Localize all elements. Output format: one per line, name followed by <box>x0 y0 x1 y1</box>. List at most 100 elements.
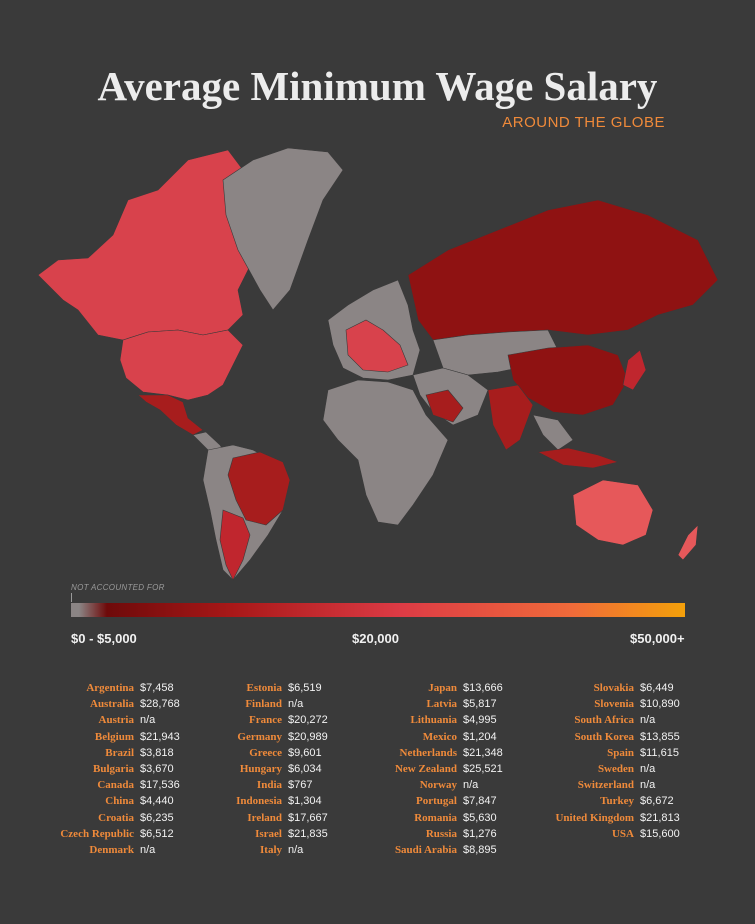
wage-value: $20,989 <box>288 730 328 743</box>
wage-row: Austria n/a <box>30 712 180 728</box>
wage-country: South Korea <box>574 730 634 743</box>
wage-value: n/a <box>288 843 304 856</box>
wage-row: Hungary $6,034 <box>200 761 328 777</box>
wage-value: $28,768 <box>140 698 180 711</box>
page-subtitle: AROUND THE GLOBE <box>502 114 665 131</box>
wage-value: $7,458 <box>140 682 174 694</box>
legend-label-mid: $20,000 <box>352 631 399 646</box>
wage-country: Bulgaria <box>93 762 134 775</box>
wage-value: n/a <box>140 843 156 856</box>
map-western-europe <box>345 319 409 373</box>
wage-country: Germany <box>237 730 282 743</box>
wage-row: China $4,440 <box>30 793 180 809</box>
wage-country: India <box>256 779 282 792</box>
wage-country: Slovakia <box>593 682 634 694</box>
wage-value: $3,670 <box>140 762 174 775</box>
wage-value: $3,818 <box>140 746 174 759</box>
wage-row: Russia $1,276 <box>356 826 503 842</box>
map-greenland <box>222 147 344 311</box>
wage-row: France $20,272 <box>200 712 328 728</box>
wage-value: $21,835 <box>288 827 328 840</box>
wage-row: Argentina $7,458 <box>30 680 180 696</box>
wage-value: $25,521 <box>463 762 503 775</box>
wage-country: Finland <box>245 698 282 711</box>
wage-value: $6,672 <box>640 795 674 808</box>
wage-country: Canada <box>97 779 134 792</box>
wage-value: $13,666 <box>463 682 503 694</box>
wage-country: Netherlands <box>399 746 457 759</box>
wage-value: $21,943 <box>140 730 180 743</box>
map-usa <box>119 329 244 401</box>
wage-value: n/a <box>463 779 479 792</box>
wage-value: $21,348 <box>463 746 503 759</box>
legend-note: NOT ACCOUNTED FOR <box>71 583 165 592</box>
wage-country: Austria <box>98 714 134 727</box>
wage-row: Canada $17,536 <box>30 777 180 793</box>
wage-country: Romania <box>414 811 457 824</box>
wage-country: Turkey <box>600 795 634 808</box>
wage-row: Estonia $6,519 <box>200 680 328 696</box>
wage-row: Mexico $1,204 <box>356 729 503 745</box>
map-russia <box>407 199 719 341</box>
wage-value: $1,204 <box>463 730 497 743</box>
wage-value: $9,601 <box>288 746 322 759</box>
wage-column-1: Argentina $7,458 Australia $28,768 Austria n/… <box>30 680 180 858</box>
wage-country: Spain <box>607 746 634 759</box>
wage-value: $21,813 <box>640 811 680 824</box>
wage-value: $15,600 <box>640 827 680 840</box>
wage-value: $6,519 <box>288 682 322 694</box>
wage-country: Sweden <box>597 762 634 775</box>
wage-row: Sweden n/a <box>520 761 680 777</box>
wage-country: Indonesia <box>236 795 282 808</box>
wage-country: Japan <box>428 682 457 694</box>
map-argentina <box>219 509 251 581</box>
wage-row: Switzerland n/a <box>520 777 680 793</box>
wage-row: Ireland $17,667 <box>200 810 327 826</box>
map-brazil <box>227 451 291 526</box>
wage-row: Saudi Arabia $8,895 <box>356 842 503 858</box>
wage-row: India $767 <box>200 777 328 793</box>
wage-country: New Zealand <box>394 762 457 775</box>
map-mexico <box>137 394 204 436</box>
wage-country: South Africa <box>574 714 634 727</box>
wage-value: n/a <box>640 779 656 792</box>
wage-row: Australia $28,768 <box>30 696 180 712</box>
map-indonesia <box>537 447 620 469</box>
wage-country: Lithuania <box>410 714 457 727</box>
wage-country: Australia <box>90 698 134 711</box>
wage-value: n/a <box>288 698 304 711</box>
wage-row: Bulgaria $3,670 <box>30 761 180 777</box>
wage-row: Greece $9,601 <box>200 745 328 761</box>
wage-row: New Zealand $25,521 <box>356 761 503 777</box>
legend-tick <box>71 593 72 602</box>
wage-value: $1,276 <box>463 827 497 840</box>
wage-row: Germany $20,989 <box>200 729 328 745</box>
wage-value: $10,890 <box>640 698 680 711</box>
wage-value: n/a <box>640 714 656 727</box>
wage-value: $4,995 <box>463 714 497 727</box>
wage-value: n/a <box>640 762 656 775</box>
wage-column-4: Slovakia $6,449 Slovenia $10,890 South Afric… <box>520 680 680 842</box>
world-map <box>37 147 719 581</box>
wage-value: $4,440 <box>140 795 174 808</box>
wage-value: $6,512 <box>140 827 174 840</box>
wage-country: Ireland <box>247 811 282 824</box>
wage-country: Belgium <box>94 730 134 743</box>
wage-row: Portugal $7,847 <box>356 793 503 809</box>
wage-value: n/a <box>140 714 156 727</box>
legend-label-high: $50,000+ <box>630 631 685 646</box>
wage-country: Czech Republic <box>60 827 134 840</box>
wage-country: Portugal <box>416 795 457 808</box>
wage-country: Saudi Arabia <box>394 843 457 856</box>
wage-country: Brazil <box>105 746 134 759</box>
wage-value: $17,536 <box>140 779 180 792</box>
wage-row: Norway n/a <box>356 777 503 793</box>
wage-column-3: Japan $13,666 Latvia $5,817 Lithuania $4,995 M… <box>356 680 503 858</box>
wage-row: Indonesia $1,304 <box>200 793 328 809</box>
wage-column-2: Estonia $6,519 Finland n/a France $20,272 Germ… <box>200 680 328 858</box>
wage-country: Denmark <box>89 843 134 856</box>
wage-value: $1,304 <box>288 795 322 808</box>
wage-row: Czech Republic $6,512 <box>30 826 180 842</box>
wage-country: China <box>105 795 134 808</box>
wage-country: Estonia <box>246 682 282 694</box>
